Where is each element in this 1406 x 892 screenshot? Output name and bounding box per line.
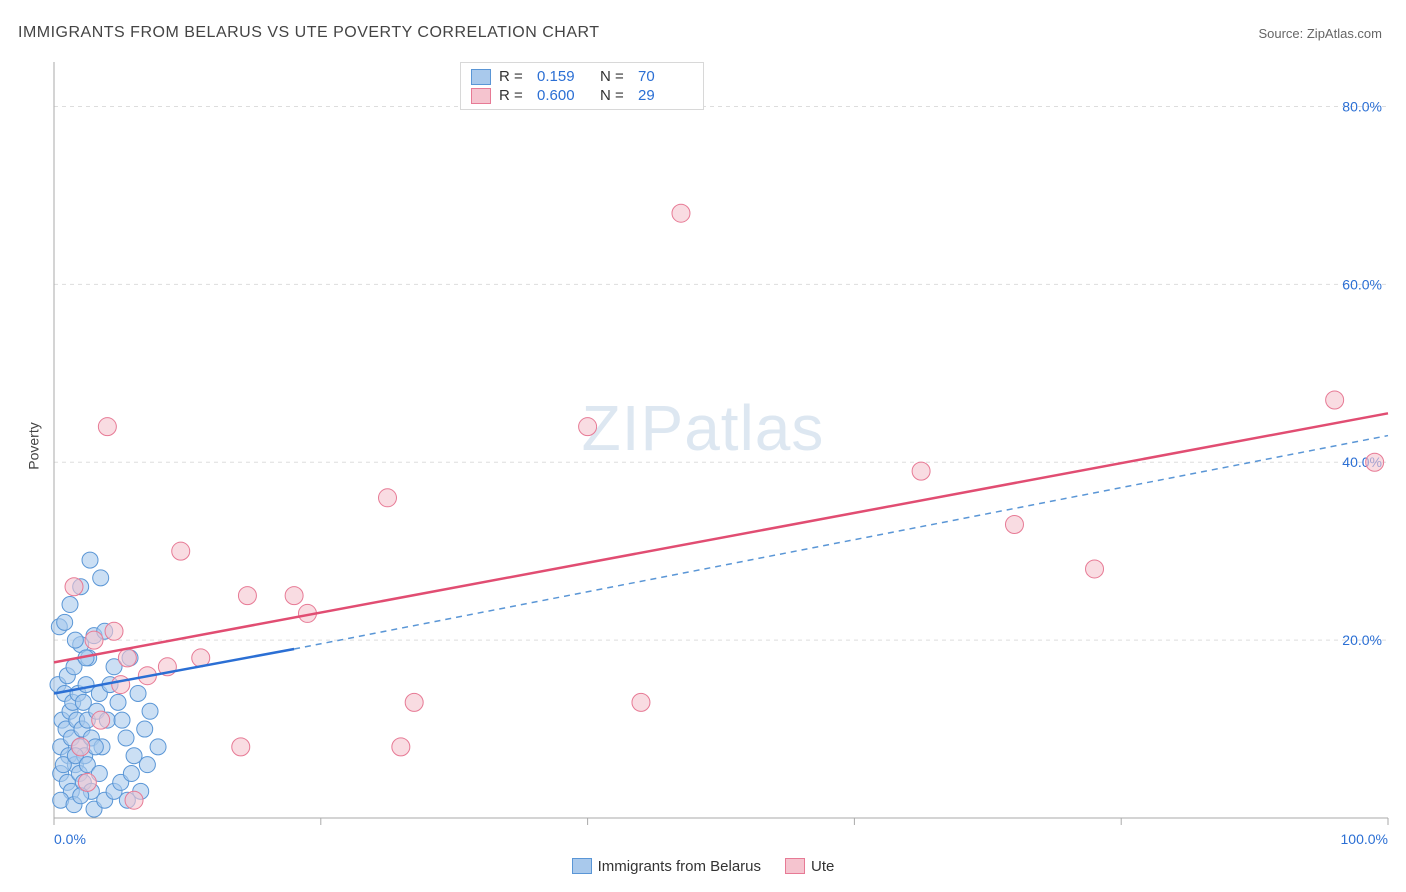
r-label: R = — [499, 68, 529, 85]
n-value: 70 — [638, 68, 693, 85]
r-value: 0.159 — [537, 68, 592, 85]
series-legend: Immigrants from Belarus Ute — [0, 858, 1406, 879]
stats-legend-row: R = 0.600 N = 29 — [471, 86, 693, 105]
svg-text:20.0%: 20.0% — [1342, 632, 1382, 648]
n-label: N = — [600, 87, 630, 104]
legend-swatch — [471, 88, 491, 104]
legend-swatch — [471, 69, 491, 85]
series-legend-item: Ute — [785, 858, 834, 875]
n-value: 29 — [638, 87, 693, 104]
legend-swatch — [785, 858, 805, 874]
r-label: R = — [499, 87, 529, 104]
r-value: 0.600 — [537, 87, 592, 104]
n-label: N = — [600, 68, 630, 85]
stats-legend: R = 0.159 N = 70 R = 0.600 N = 29 — [460, 62, 704, 110]
correlation-scatter-chart: 20.0%40.0%60.0%80.0%0.0%100.0% — [0, 0, 1406, 892]
svg-text:80.0%: 80.0% — [1342, 98, 1382, 114]
svg-text:100.0%: 100.0% — [1341, 831, 1388, 847]
svg-text:60.0%: 60.0% — [1342, 276, 1382, 292]
legend-swatch — [572, 858, 592, 874]
svg-text:0.0%: 0.0% — [54, 831, 86, 847]
series-legend-label: Ute — [811, 858, 834, 875]
series-legend-item: Immigrants from Belarus — [572, 858, 761, 875]
stats-legend-row: R = 0.159 N = 70 — [471, 67, 693, 86]
series-legend-label: Immigrants from Belarus — [598, 858, 761, 875]
